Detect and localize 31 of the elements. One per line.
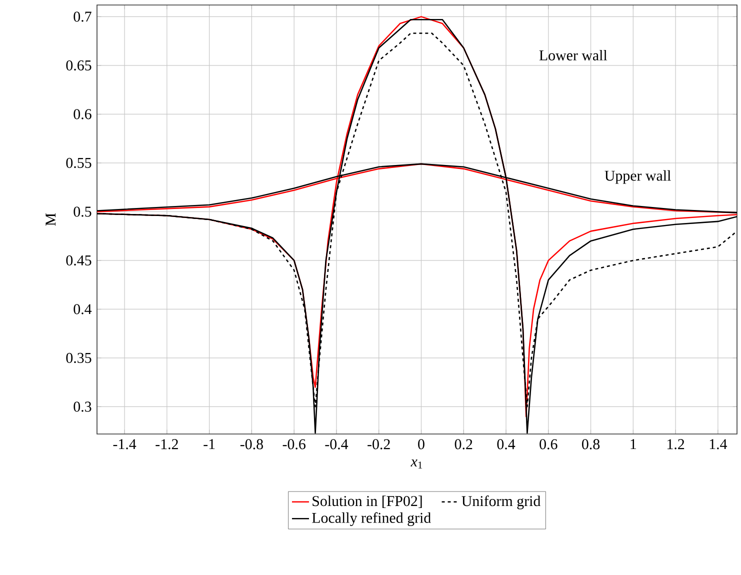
annotation: Lower wall — [539, 50, 608, 60]
y-tick-label: 0.5 — [74, 206, 92, 217]
x-axis-title: x$_{1}$ — [410, 459, 422, 468]
x-tick-label: 0 — [418, 439, 424, 450]
y-tick-label: 0.65 — [66, 60, 92, 71]
y-tick-label: 0.6 — [74, 109, 92, 120]
x-tick-label: 1.2 — [668, 439, 684, 450]
x-tick-label: -0.6 — [282, 439, 306, 450]
x-tick-label: 0.6 — [540, 439, 558, 450]
y-tick-label: 0.45 — [66, 255, 92, 266]
legend-label: Uniform grid — [462, 496, 540, 510]
x-tick-label: 0.4 — [497, 439, 516, 450]
x-tick-label: -1.2 — [156, 439, 178, 450]
y-tick-label: 0.35 — [66, 352, 92, 364]
x-tick-label: 1 — [630, 439, 636, 450]
x-tick-label: 0.8 — [582, 439, 600, 450]
y-tick-label: 0.3 — [74, 402, 92, 412]
x-tick-label: -0.2 — [368, 439, 390, 450]
y-tick-label: 0.7 — [74, 12, 92, 22]
y-tick-label: 0.4 — [74, 304, 92, 314]
y-axis-title: M — [46, 213, 56, 226]
legend-label: Solution in [FP02] — [312, 496, 422, 508]
x-tick-label: -0.4 — [325, 439, 348, 450]
annotation: Upper wall — [604, 170, 671, 184]
x-tick-label: -1 — [204, 439, 215, 450]
x-tick-label: 0.2 — [454, 439, 472, 450]
y-tick-label: 0.55 — [66, 158, 92, 168]
legend-label: Locally refined grid — [312, 512, 431, 526]
x-tick-label: -0.8 — [240, 439, 263, 450]
x-tick-label: -1.4 — [113, 439, 136, 450]
x-tick-label: 1.4 — [710, 439, 728, 450]
